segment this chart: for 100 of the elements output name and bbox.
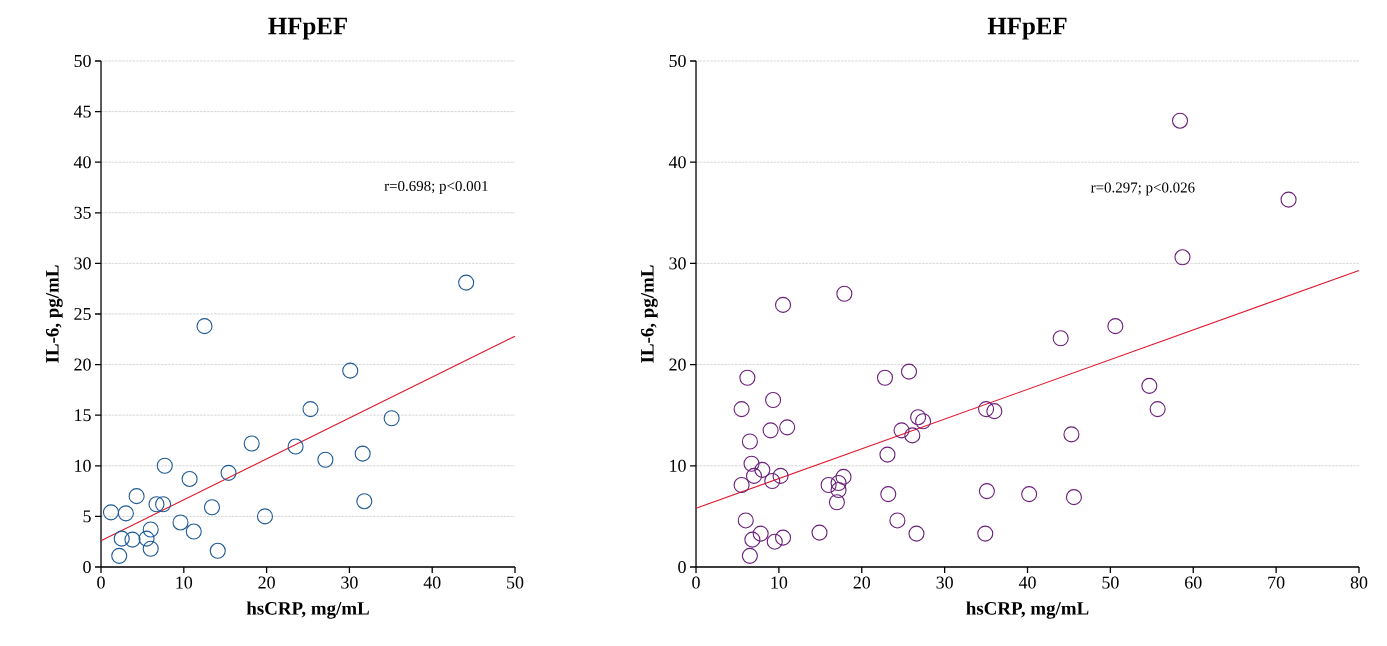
point [772, 467, 789, 484]
y-tick-label: 40 [668, 156, 686, 169]
point [1107, 318, 1124, 335]
point [1021, 486, 1038, 503]
point [256, 508, 274, 525]
point [1149, 401, 1166, 418]
y-tick-label: 0 [83, 560, 91, 574]
annotation: r=0.698; p<0.001 [384, 180, 488, 195]
point [155, 496, 172, 513]
point [977, 525, 994, 542]
point [172, 514, 189, 531]
point [978, 401, 995, 418]
point [836, 285, 853, 302]
y-axis-title: IL-6, pg/mL [641, 265, 658, 363]
point [830, 482, 847, 499]
point [820, 476, 837, 494]
point [762, 422, 779, 439]
point [317, 451, 334, 468]
point [354, 445, 371, 462]
point [287, 438, 304, 455]
x-axis-title: hsCRP, mg/mL [966, 601, 1089, 619]
point [752, 525, 769, 542]
y-tick-label: 40 [73, 156, 91, 169]
point [754, 461, 771, 478]
point [111, 547, 128, 564]
point [356, 493, 373, 510]
point [733, 401, 750, 418]
x-tick-label: 10 [176, 576, 193, 589]
point [1141, 377, 1158, 394]
point [113, 530, 130, 547]
x-tick-label: 30 [936, 576, 953, 589]
point [124, 531, 141, 548]
x-tick-label: 80 [1350, 576, 1368, 589]
point [830, 474, 847, 492]
y-tick-label: 45 [73, 105, 91, 118]
x-tick-label: 50 [507, 576, 524, 589]
point [774, 296, 792, 313]
y-tick-label: 35 [74, 206, 91, 219]
x-tick-label: 40 [423, 576, 441, 589]
x-tick-label: 50 [1102, 576, 1119, 589]
point [741, 433, 758, 450]
point [745, 467, 763, 484]
y-tick-label: 0 [678, 560, 686, 574]
point [383, 410, 400, 427]
point [743, 455, 760, 472]
point [828, 494, 845, 511]
point [102, 504, 119, 521]
chart-title: HFpEF [987, 17, 1067, 40]
point [243, 435, 260, 452]
point [744, 531, 761, 548]
y-tick-label: 10 [75, 459, 91, 472]
point [117, 505, 134, 522]
y-tick-label: 30 [74, 257, 91, 270]
point [209, 542, 226, 559]
point [142, 540, 159, 557]
point [1280, 191, 1297, 208]
y-tick-label: 30 [669, 257, 686, 270]
point [978, 483, 995, 500]
point [889, 512, 906, 529]
point [904, 427, 921, 444]
point [128, 488, 145, 505]
point [915, 413, 932, 430]
y-tick-label: 50 [669, 54, 686, 68]
x-tick-label: 20 [853, 576, 871, 589]
y-tick-label: 20 [74, 358, 91, 371]
annotation: r=0.297; p<0.026 [1090, 182, 1195, 196]
point [893, 422, 910, 439]
x-tick-label: 0 [97, 576, 105, 589]
point [737, 512, 754, 529]
x-tick-label: 30 [341, 576, 358, 589]
point [774, 529, 792, 546]
point [181, 470, 198, 487]
point [142, 521, 159, 538]
point [1065, 489, 1082, 506]
point [835, 468, 852, 485]
y-axis-title: IL-6, pg/mL [46, 265, 63, 363]
point [986, 403, 1003, 420]
x-tick-label: 0 [692, 576, 700, 589]
point [880, 486, 897, 503]
point [220, 464, 237, 481]
point [876, 369, 894, 386]
point [766, 533, 783, 550]
x-tick-label: 40 [1018, 576, 1036, 589]
point [1174, 249, 1191, 266]
x-tick-label: 60 [1185, 576, 1202, 589]
point [185, 523, 202, 540]
y-tick-label: 20 [669, 358, 686, 371]
point [138, 530, 155, 547]
y-tick-label: 25 [74, 307, 91, 321]
point [733, 476, 750, 494]
x-tick-label: 70 [1268, 576, 1285, 589]
y-tick-label: 15 [75, 409, 91, 422]
point [458, 274, 475, 291]
point [302, 401, 319, 418]
x-tick-label: 10 [771, 576, 788, 589]
x-tick-label: 20 [258, 576, 275, 589]
point [908, 525, 925, 542]
point [879, 446, 896, 463]
x-axis-title: hsCRP, mg/mL [246, 601, 369, 619]
point [900, 363, 918, 380]
